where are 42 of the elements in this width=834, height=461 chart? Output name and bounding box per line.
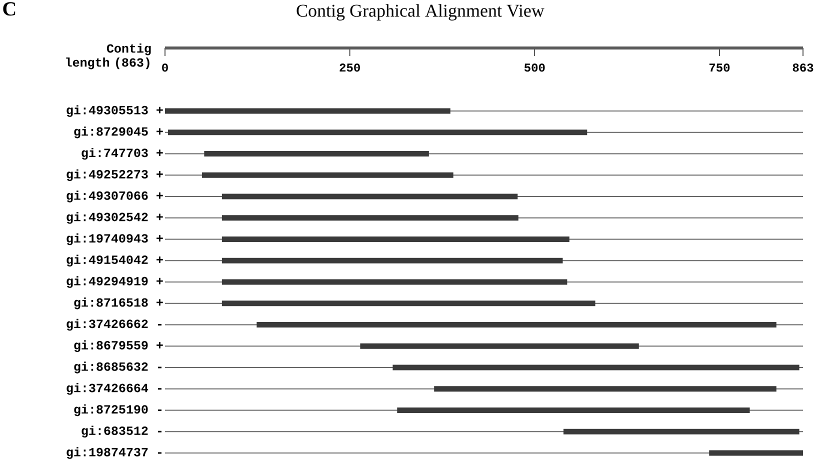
bar <box>709 450 804 456</box>
y-tick-label: gi:747703 + <box>82 148 163 160</box>
y-tick-label: gi:49154042 + <box>66 254 163 267</box>
text: C <box>3 2 16 16</box>
x-axis-title: Contig length (863) <box>66 44 151 70</box>
y-tick-label: gi:8729045 + <box>74 126 163 138</box>
bar <box>222 215 518 221</box>
y-tick-label: gi:49302542 + <box>66 212 163 224</box>
y-tick-label: gi:19874737 - <box>66 447 162 459</box>
x-tick-label: 863 <box>792 64 814 72</box>
y-tick-label: gi:8716518 + <box>74 298 163 310</box>
y-tick-label: gi:49305513 + <box>66 105 163 117</box>
x-tick-label: 500 <box>524 64 545 72</box>
bar <box>563 428 800 434</box>
bar <box>360 343 639 349</box>
y-tick-label: gi:49294919 + <box>66 276 163 288</box>
y-tick-label: gi:683512 - <box>82 426 162 438</box>
y-tick-label: gi:37426664 - <box>66 383 162 395</box>
y-tick-label: gi:8725190 - <box>74 404 162 416</box>
bar <box>434 386 776 392</box>
bar <box>222 300 596 306</box>
bar <box>204 151 429 157</box>
y-tick-label: gi:49307066 + <box>66 190 163 202</box>
y-tick-label: gi:37426662 - <box>66 318 162 331</box>
x-tick-label: 0 <box>162 64 168 72</box>
bar <box>397 408 750 414</box>
y-tick-label: gi:8679559 + <box>74 340 163 352</box>
chart-title: Contig Graphical Alignment View <box>296 4 544 21</box>
x-tick-label: 250 <box>340 64 360 72</box>
bar <box>202 172 454 178</box>
bar <box>222 258 563 264</box>
y-tick-label: gi:19740943 + <box>66 233 163 246</box>
bar <box>256 322 776 328</box>
bar <box>222 236 570 242</box>
bar <box>222 279 568 285</box>
bar <box>168 130 588 136</box>
y-tick-label: gi:8685632 - <box>74 362 162 374</box>
bar <box>392 364 800 370</box>
x-tick-label: 750 <box>709 64 730 72</box>
bar <box>222 194 518 200</box>
y-tick-label: gi:49252273 + <box>66 169 163 182</box>
bar <box>165 108 450 114</box>
